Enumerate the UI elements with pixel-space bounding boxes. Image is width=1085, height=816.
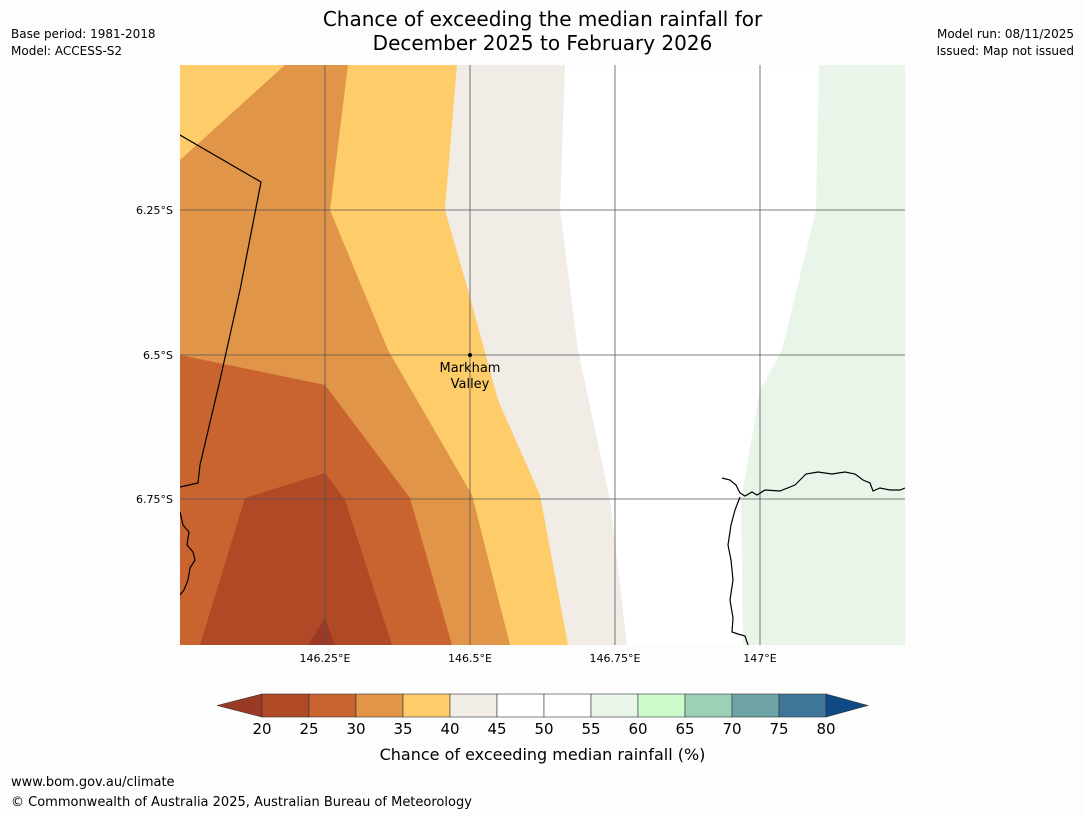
coastline [721, 471, 905, 497]
footer-copyright: © Commonwealth of Australia 2025, Austra… [11, 795, 472, 810]
lon-tick-label: 146.75°E [590, 652, 641, 665]
colorbar-segment [449, 693, 498, 718]
colorbar-segment [543, 693, 592, 718]
colorbar-segment [637, 693, 686, 718]
colorbar-segment [684, 693, 733, 718]
base-period: Base period: 1981-2018 [11, 27, 156, 41]
province-boundary-south [180, 511, 196, 596]
colorbar-tick-label: 55 [581, 720, 600, 738]
colorbar-tick-label: 50 [534, 720, 553, 738]
lat-tick-label: 6.5°S [143, 349, 173, 362]
colorbar-segment [402, 693, 451, 718]
band-20-25 [200, 473, 392, 645]
colorbar-extend-high [825, 693, 870, 718]
coastline-west [727, 496, 749, 645]
colorbar-tick-label: 45 [487, 720, 506, 738]
colorbar-segment [261, 693, 310, 718]
lon-tick-label: 146.5°E [448, 652, 492, 665]
issued-status: Issued: Map not issued [936, 44, 1074, 58]
colorbar-tick-label: 35 [393, 720, 412, 738]
lat-tick-labels: 6.25°S 6.5°S 6.75°S [136, 204, 173, 506]
footer-url[interactable]: www.bom.gov.au/climate [11, 775, 175, 790]
model-name: Model: ACCESS-S2 [11, 44, 123, 58]
lon-tick-label: 146.25°E [300, 652, 351, 665]
colorbar-tick-label: 65 [675, 720, 694, 738]
colorbar-extend-low [216, 693, 263, 718]
colorbar-tick-label: 40 [440, 720, 459, 738]
colorbar: 20 25 30 35 40 45 50 55 60 65 70 75 80 [216, 693, 870, 738]
colorbar-tick-label: 60 [628, 720, 647, 738]
location-label-line-1: Markham [440, 361, 501, 376]
colorbar-segment [496, 693, 545, 718]
colorbar-tick-label: 75 [769, 720, 788, 738]
colorbar-tick-label: 20 [252, 720, 271, 738]
lat-tick-label: 6.75°S [136, 493, 173, 506]
colorbar-tick-label: 25 [299, 720, 318, 738]
colorbar-label: Chance of exceeding median rainfall (%) [379, 745, 706, 764]
title-line-1: Chance of exceeding the median rainfall … [322, 7, 763, 31]
colorbar-tick-label: 30 [346, 720, 365, 738]
metadata-left: Base period: 1981-2018 Model: ACCESS-S2 [11, 26, 156, 60]
colorbar-tick-label: 70 [722, 720, 741, 738]
lon-tick-labels: 146.25°E 146.5°E 146.75°E 147°E [300, 652, 777, 665]
colorbar-segment [731, 693, 780, 718]
metadata-right: Model run: 08/11/2025 Issued: Map not is… [936, 26, 1074, 60]
title-line-2: December 2025 to February 2026 [372, 31, 713, 55]
location-label-line-2: Valley [451, 377, 490, 392]
colorbar-segment [778, 693, 827, 718]
colorbar-segment [355, 693, 404, 718]
colorbar-segment [590, 693, 639, 718]
graticule [180, 65, 905, 645]
lat-tick-label: 6.25°S [136, 204, 173, 217]
province-boundary [180, 134, 262, 488]
lon-tick-label: 147°E [743, 652, 776, 665]
colorbar-tick-label: 80 [816, 720, 835, 738]
map-title: Chance of exceeding the median rainfall … [0, 7, 1085, 55]
model-run: Model run: 08/11/2025 [936, 27, 1074, 41]
map-area[interactable] [180, 65, 905, 645]
boundaries-and-coast [180, 134, 905, 645]
location-marker[interactable] [468, 353, 472, 357]
band-below-20 [308, 618, 335, 645]
colorbar-segment [308, 693, 357, 718]
